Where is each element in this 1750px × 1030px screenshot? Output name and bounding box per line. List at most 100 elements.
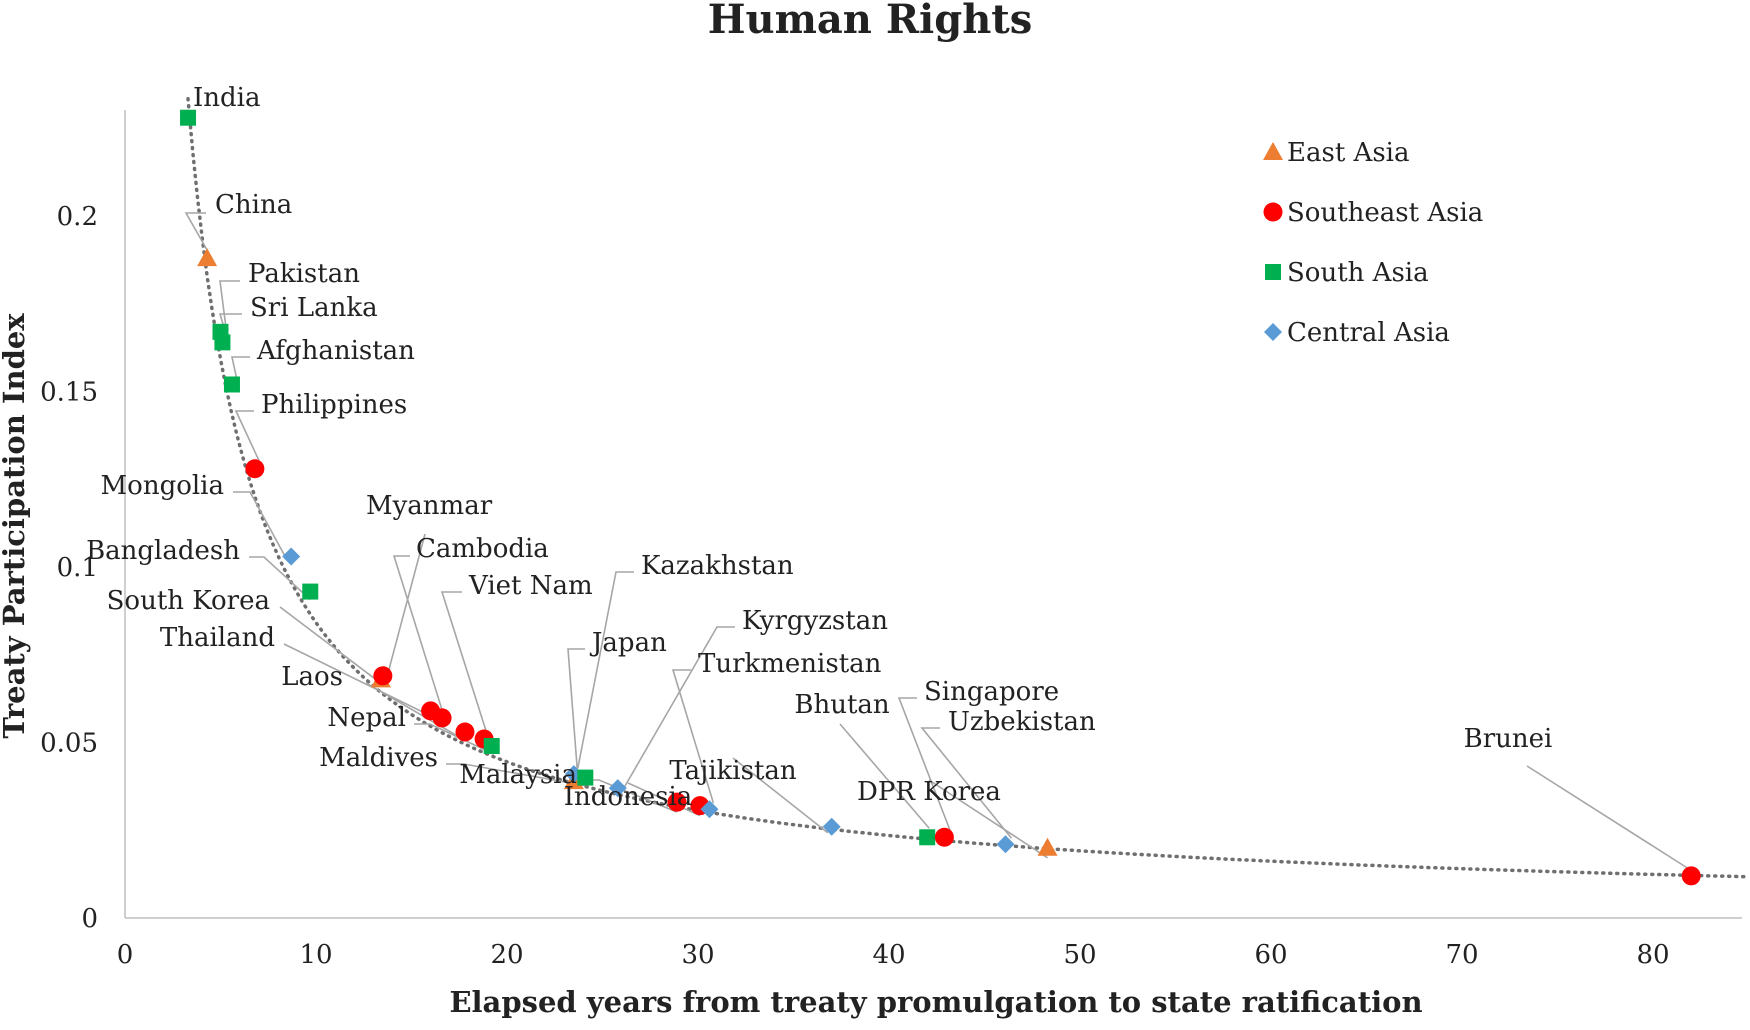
leader-viet-nam — [440, 591, 487, 732]
leader-japan — [567, 648, 585, 778]
data-point-india — [180, 109, 197, 126]
x-tick-label: 80 — [1636, 940, 1669, 970]
leader-myanmar — [388, 533, 426, 671]
legend-label-south-asia: South Asia — [1287, 258, 1429, 288]
leader-south-korea — [279, 606, 378, 681]
point-label-turkmenistan: Turkmenistan — [698, 649, 882, 679]
point-label-sri-lanka: Sri Lanka — [250, 293, 378, 323]
legend-marker-southeast-asia — [1263, 202, 1283, 222]
data-point-turkmenistan — [700, 800, 719, 819]
data-point-philippines — [245, 459, 265, 479]
x-tick-label: 0 — [117, 940, 134, 970]
legend-label-central-asia: Central Asia — [1287, 318, 1450, 348]
leader-laos — [365, 682, 462, 739]
data-point-afghanistan — [223, 376, 240, 393]
x-tick-label: 10 — [299, 940, 332, 970]
trendline — [186, 97, 1747, 879]
x-tick-label: 30 — [681, 940, 714, 970]
point-label-indonesia: Indonesia — [564, 782, 693, 812]
data-point-bangladesh — [302, 583, 319, 600]
data-point-myanmar — [373, 666, 393, 686]
point-label-india: India — [193, 83, 260, 113]
leader-maldives — [446, 763, 586, 787]
leader-turkmenistan — [671, 669, 715, 804]
leader-pakistan — [219, 280, 240, 332]
leader-mongolia — [233, 491, 286, 557]
point-label-maldives: Maldives — [319, 743, 438, 773]
leader-indonesia — [627, 782, 701, 817]
data-point-maldives — [577, 769, 594, 786]
leader-dpr-korea — [928, 779, 1048, 859]
point-label-tajikistan: Tajikistan — [669, 756, 797, 786]
data-point-singapore — [934, 827, 954, 847]
y-tick-label: 0.15 — [40, 378, 98, 408]
leader-kyrgyzstan — [623, 626, 735, 789]
data-point-bhutan — [919, 829, 936, 846]
legend: East Asia Southeast Asia South Asia Central… — [1263, 138, 1483, 348]
leader-tajikistan — [732, 757, 829, 834]
data-point-tajikistan — [822, 817, 841, 836]
x-tick-label: 60 — [1254, 940, 1287, 970]
point-label-myanmar: Myanmar — [366, 491, 493, 521]
data-point-nepal — [483, 738, 500, 755]
point-label-brunei: Brunei — [1464, 724, 1553, 754]
point-label-pakistan: Pakistan — [248, 259, 360, 289]
point-label-viet-nam: Viet Nam — [468, 571, 593, 601]
x-axis-title: Elapsed years from treaty promulgation t… — [449, 985, 1422, 1019]
leader-brunei — [1526, 765, 1688, 869]
leader-bangladesh — [249, 556, 311, 601]
point-label-malaysia: Malaysia — [459, 760, 577, 790]
data-point-kyrgyzstan — [608, 779, 627, 798]
x-tick-label: 50 — [1063, 940, 1096, 970]
x-tick-label: 20 — [490, 940, 523, 970]
point-label-dpr-korea: DPR Korea — [857, 777, 1001, 807]
leader-cambodia — [392, 555, 443, 711]
legend-label-east-asia: East Asia — [1287, 138, 1409, 168]
x-tick-label: 70 — [1445, 940, 1478, 970]
data-point-laos — [455, 722, 475, 742]
point-label-kyrgyzstan: Kyrgyzstan — [742, 606, 888, 636]
data-point-brunei — [1681, 866, 1701, 886]
y-tick-label: 0 — [81, 904, 98, 934]
point-label-china: China — [215, 190, 292, 220]
point-label-japan: Japan — [589, 628, 667, 658]
x-tick-label: 40 — [872, 940, 905, 970]
point-label-singapore: Singapore — [924, 677, 1059, 707]
y-tick-label: 0.05 — [40, 729, 98, 759]
point-label-bangladesh: Bangladesh — [86, 536, 240, 566]
y-axis-title: Treaty Participation Index — [0, 313, 31, 739]
leader-kazakhstan — [577, 571, 634, 769]
leader-uzbekistan — [920, 727, 1013, 839]
data-point-china — [197, 248, 218, 267]
data-point-malaysia — [667, 792, 687, 812]
point-label-laos: Laos — [281, 662, 343, 692]
point-label-thailand: Thailand — [160, 623, 275, 653]
point-label-south-korea: South Korea — [107, 586, 270, 616]
leader-bhutan — [839, 723, 930, 829]
leader-afghanistan — [231, 356, 250, 385]
point-label-nepal: Nepal — [327, 703, 406, 733]
data-point-dpr-korea — [1037, 837, 1058, 856]
point-label-kazakhstan: Kazakhstan — [641, 551, 794, 581]
y-tick-label: 0.2 — [57, 202, 98, 232]
chart-title: Human Rights — [708, 0, 1033, 43]
point-labels: India China Pakistan Sri Lanka Afghanistan Ph… — [86, 83, 1552, 812]
legend-marker-south-asia — [1265, 264, 1281, 280]
data-point-sri-lanka — [214, 334, 231, 351]
leader-china — [184, 212, 208, 251]
point-label-bhutan: Bhutan — [794, 690, 890, 720]
legend-marker-east-asia — [1263, 142, 1283, 160]
point-label-cambodia: Cambodia — [416, 534, 549, 564]
data-point-uzbekistan — [996, 835, 1015, 854]
point-label-afghanistan: Afghanistan — [256, 336, 415, 366]
y-tick-label: 0.1 — [57, 553, 98, 583]
leader-lines — [184, 212, 1688, 869]
legend-label-southeast-asia: Southeast Asia — [1287, 198, 1483, 228]
point-label-philippines: Philippines — [261, 390, 407, 420]
axes: 0 10 20 30 40 50 60 70 80 0 0.05 0.1 0.15 0.2 — [40, 110, 1742, 970]
leader-nepal — [414, 723, 495, 755]
leader-philippines — [234, 410, 262, 466]
leader-thailand — [283, 643, 427, 715]
